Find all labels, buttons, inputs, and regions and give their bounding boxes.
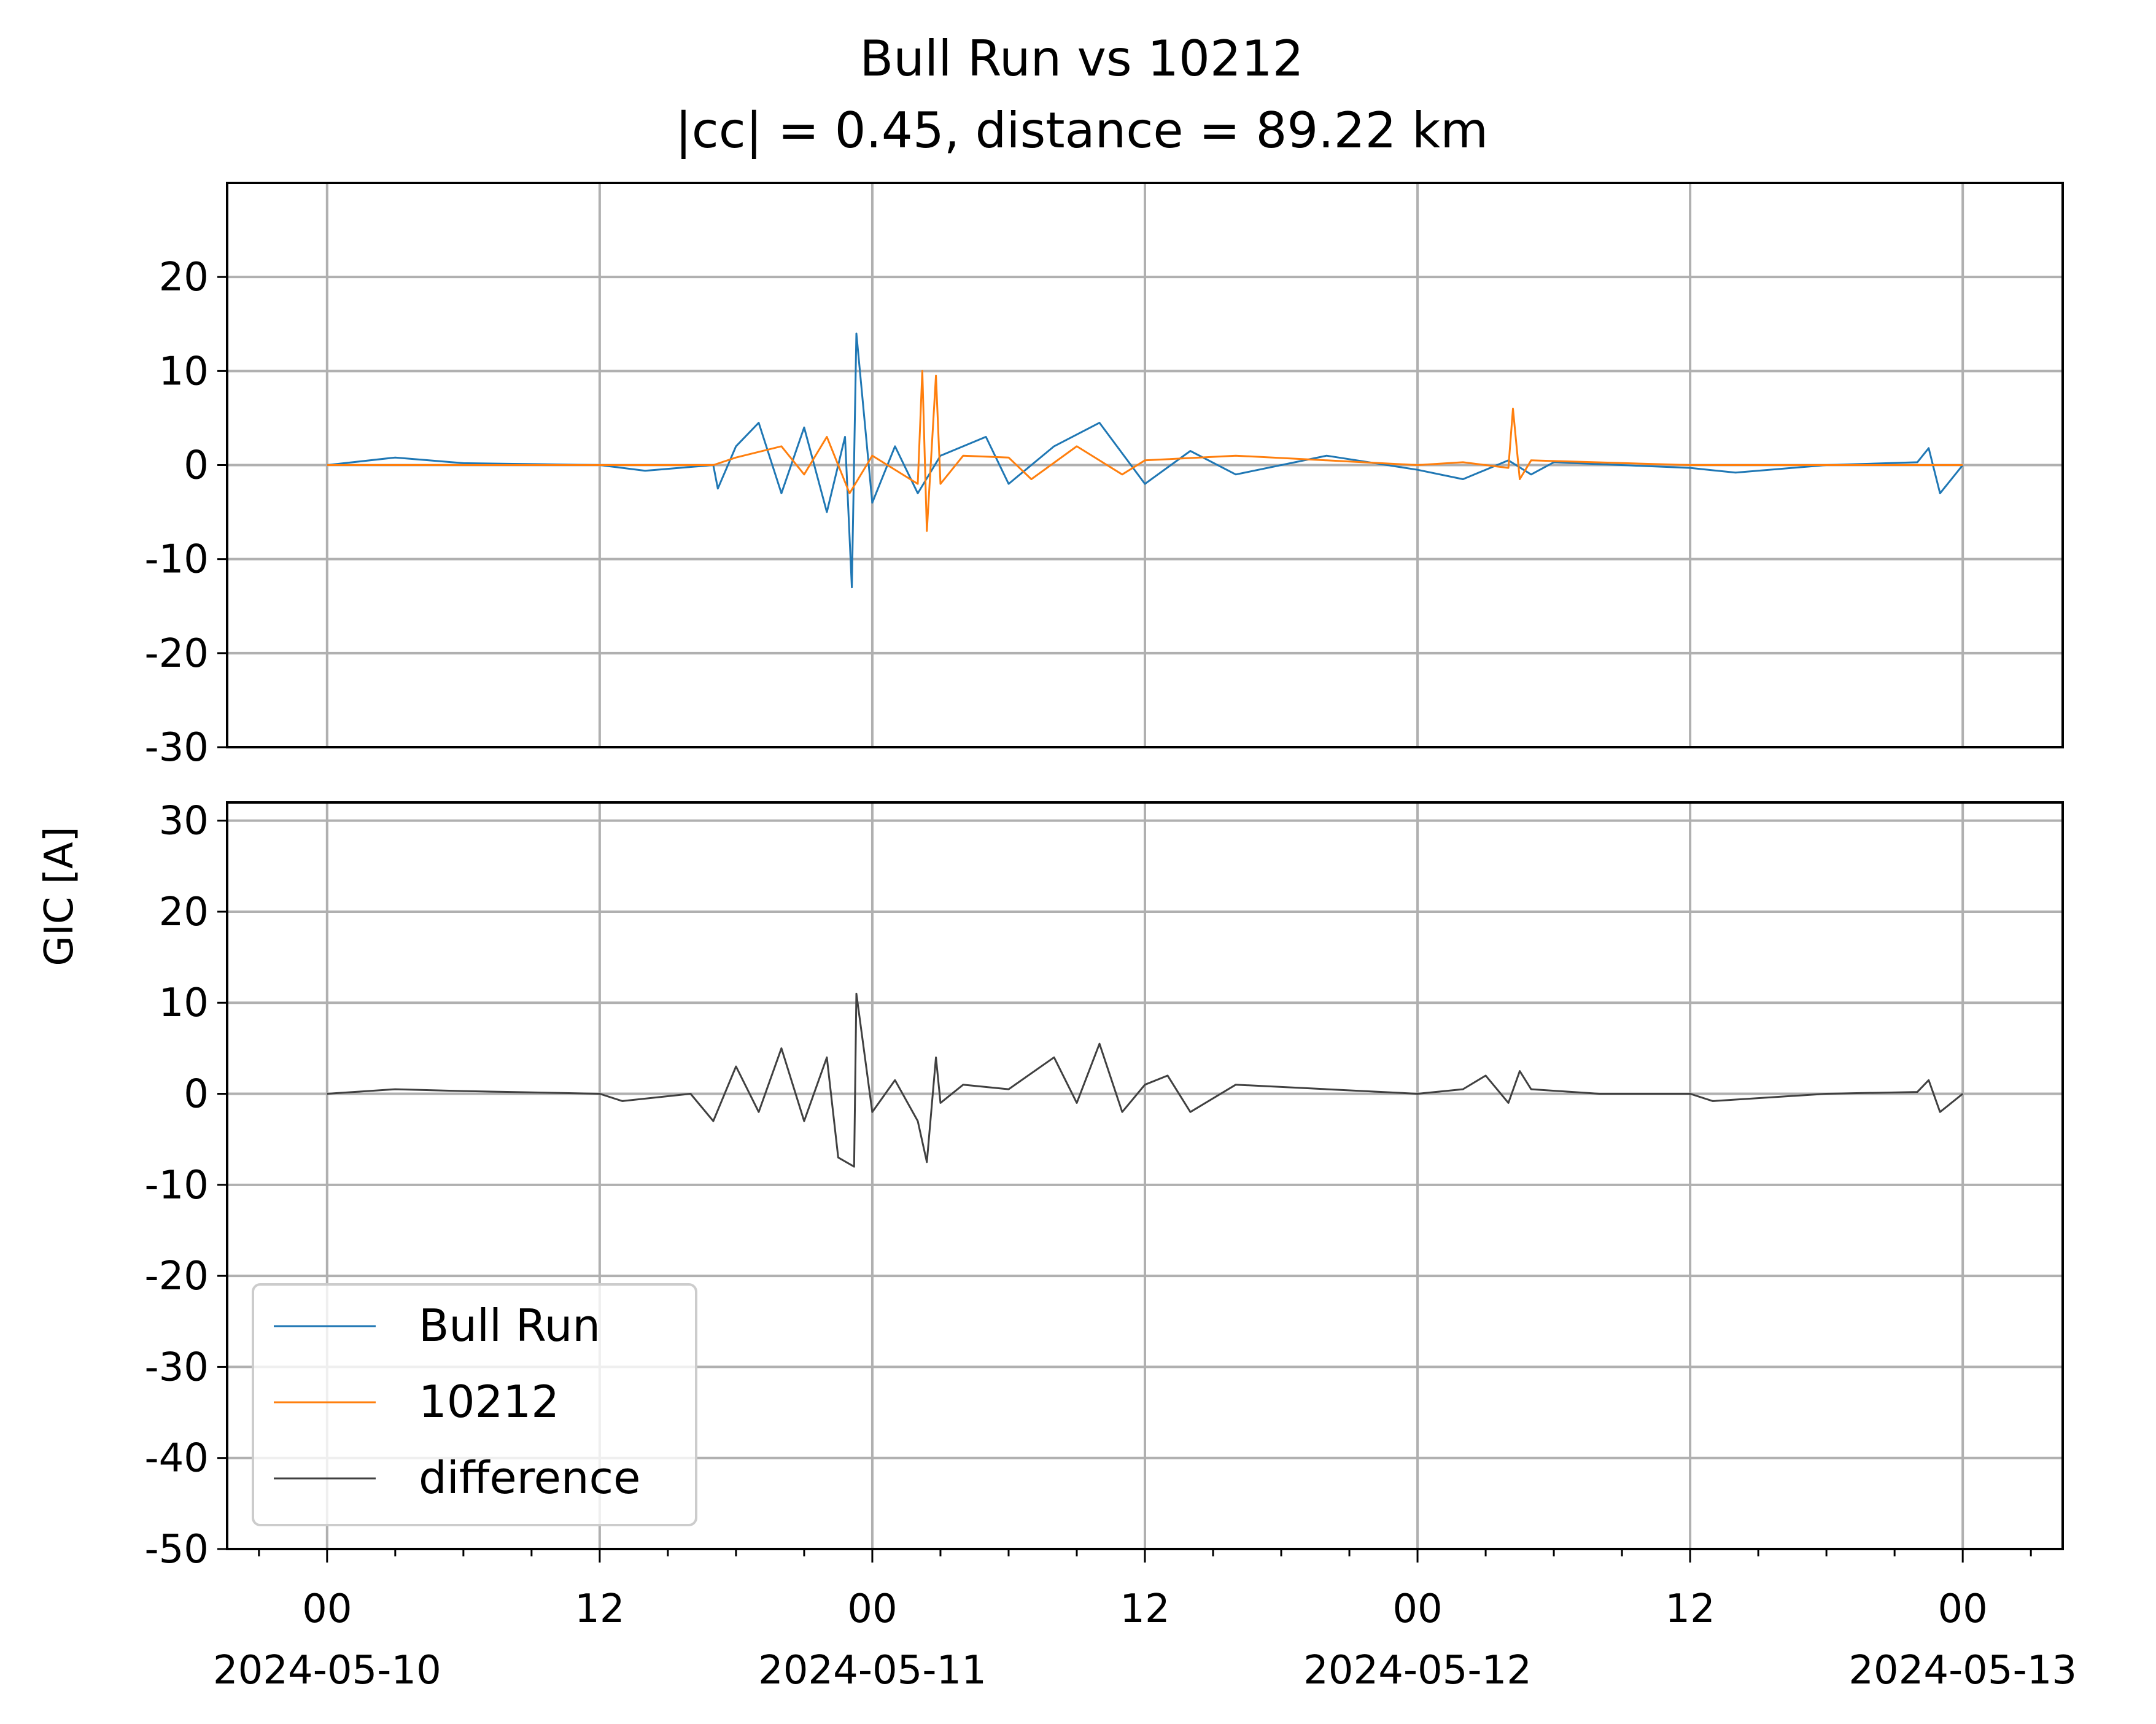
panel-frame	[226, 182, 2064, 748]
series-10212-line	[327, 370, 1963, 532]
x-tick-label: 12	[575, 1586, 624, 1632]
y-tick-label: 20	[159, 255, 209, 300]
y-tick-label: 30	[159, 799, 209, 844]
series-difference-line	[327, 992, 1964, 1168]
x-tick-date-label: 2024-05-10	[213, 1648, 441, 1693]
legend: Bull Run 10212 difference	[252, 1283, 697, 1526]
bottom-panel: 30 20 10 0 -10 -20 -30 -40 -50	[144, 799, 2064, 1572]
y-tick-label: -30	[144, 1345, 209, 1390]
x-tick-date-label: 2024-05-12	[1303, 1648, 1532, 1693]
y-axis-label: GIC [A]	[37, 826, 82, 966]
x-tick-date-label: 2024-05-13	[1848, 1648, 2077, 1693]
legend-label-bull-run: Bull Run	[419, 1300, 600, 1351]
legend-label-10212: 10212	[419, 1376, 559, 1427]
y-tick-label: -50	[144, 1527, 209, 1572]
y-tick-label: 10	[159, 980, 209, 1026]
x-tick-label: 12	[1665, 1586, 1715, 1632]
y-tick-label: 0	[184, 443, 209, 489]
y-tick-label: -40	[144, 1436, 209, 1481]
y-tick-label: 0	[184, 1072, 209, 1117]
x-tick-label: 12	[1120, 1586, 1169, 1632]
top-panel: 20 10 0 -10 -20 -30	[144, 182, 2064, 771]
legend-box	[252, 1283, 697, 1526]
y-tick-label: 20	[159, 890, 209, 935]
y-tick-label: 10	[159, 349, 209, 394]
x-tick-label: 00	[847, 1586, 897, 1632]
y-tick-label: -20	[144, 631, 209, 677]
series-bull-run-line	[327, 332, 1964, 589]
chart-title-line1: Bull Run vs 10212	[859, 30, 1303, 87]
x-tick-date-label: 2024-05-11	[758, 1648, 987, 1693]
legend-label-difference: difference	[419, 1452, 640, 1504]
x-tick-label: 00	[1392, 1586, 1442, 1632]
x-tick-label: 00	[1937, 1586, 1987, 1632]
y-tick-label: -10	[144, 537, 209, 583]
x-tick-label: 00	[302, 1586, 352, 1632]
y-tick-label: -10	[144, 1163, 209, 1208]
x-axis: 00 2024-05-10 12 00 2024-05-11 12 00 2024-05-12…	[213, 1549, 2077, 1693]
y-tick-label: -20	[144, 1254, 209, 1299]
chart-title-line2: |cc| = 0.45, distance = 89.22 km	[675, 102, 1488, 160]
y-tick-label: -30	[144, 725, 209, 771]
